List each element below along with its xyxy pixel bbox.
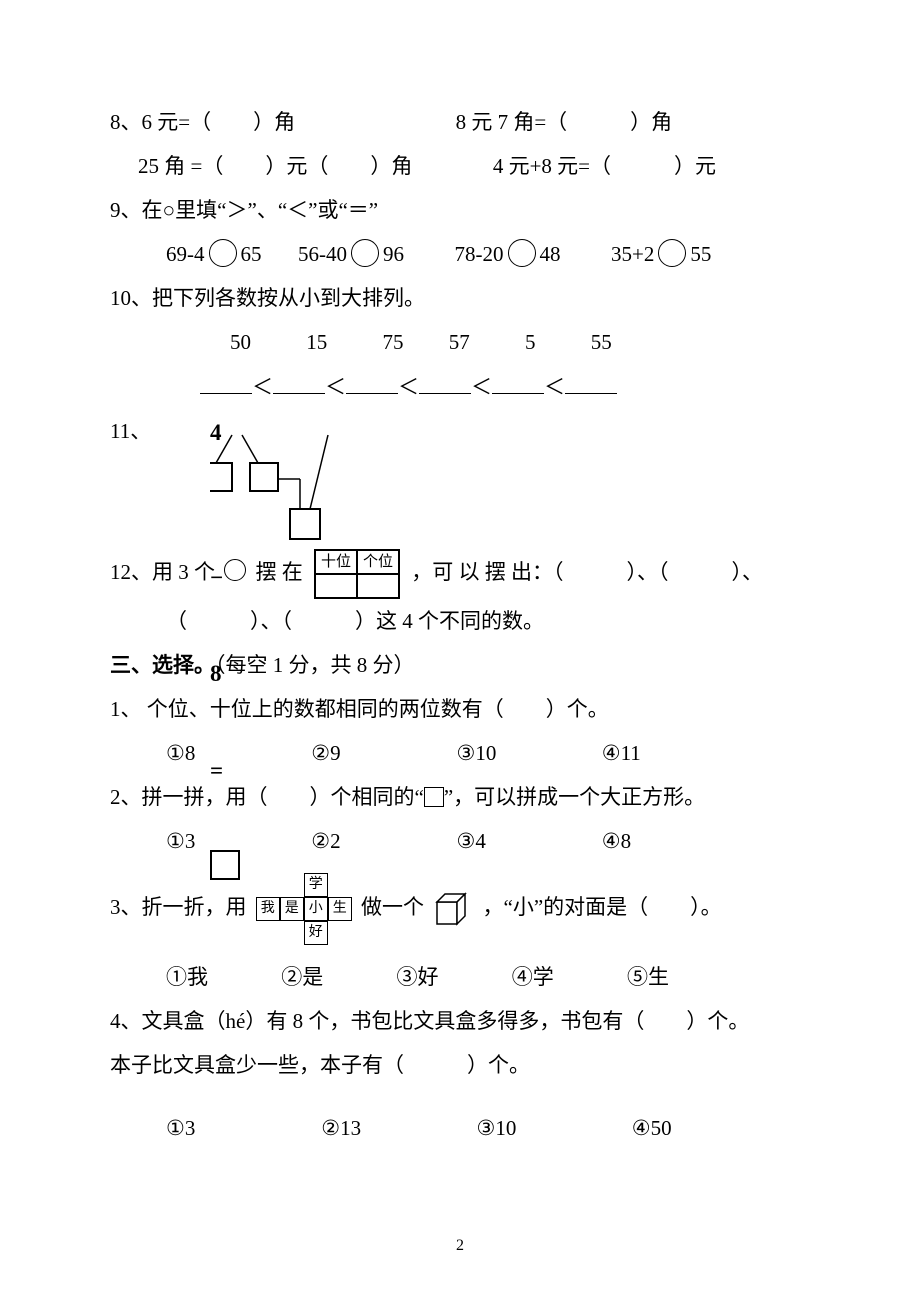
p4-o1: ①3 — [166, 1106, 316, 1150]
p1-o4: ④11 — [602, 731, 641, 775]
q9-i5: 48 — [540, 242, 561, 266]
p2-text: 拼一拼，用（ ）个相同的“ — [142, 785, 424, 809]
q8-label: 8、 — [110, 110, 142, 134]
q9-i7: 55 — [690, 242, 711, 266]
q10-n3: 57 — [449, 330, 470, 354]
split-diagram-icon — [210, 409, 410, 549]
blank-line — [346, 372, 398, 394]
net-l2: 是 — [280, 897, 304, 921]
q12-pre: 用 3 个 — [152, 559, 215, 583]
p3-o4: ④学 — [512, 955, 622, 999]
q8-d: 4 元+8 元=（ ）元 — [493, 154, 716, 178]
q8-a: 6 元=（ ）角 — [142, 110, 296, 134]
tab-tens: 十位 — [315, 550, 357, 574]
p4-o3: ③10 — [477, 1106, 627, 1150]
p3-mid: 做一个 — [361, 895, 424, 919]
q9-row: 9、在○里填“＞”、“＜”或“＝” — [110, 188, 810, 232]
p4-row2: 本子比文具盒少一些，本子有（ ）个。 — [110, 1043, 810, 1087]
p3-label: 3、 — [110, 895, 142, 919]
q10-n1: 15 — [306, 330, 327, 354]
p1-label: 1、 — [110, 697, 142, 721]
p3-post: ，“小”的对面是（ ）。 — [483, 895, 722, 919]
p2-o2: ②2 — [311, 819, 451, 863]
q9-i2: 56-40 — [298, 242, 347, 266]
p3-o2: ②是 — [281, 955, 391, 999]
page-number: 2 — [0, 1229, 920, 1263]
q10-text: 把下列各数按从小到大排列。 — [152, 286, 425, 310]
q9-i4: 78-20 — [455, 242, 504, 266]
net-l: 我 — [256, 897, 280, 921]
blank-line — [419, 372, 471, 394]
net-c: 小 — [304, 897, 328, 921]
p4-opts: ①3 ②13 ③10 ④50 — [110, 1106, 810, 1150]
q11-label: 11、 — [110, 409, 160, 453]
q10-blanks: ＜＜＜＜＜ — [110, 365, 810, 409]
p4-row1: 4、文具盒（hé）有 8 个，书包比文具盒多得多，书包有（ ）个。 — [110, 999, 810, 1043]
p2-o4: ④8 — [602, 819, 631, 863]
p3-pre: 折一折，用 — [142, 895, 247, 919]
blank-line — [200, 372, 252, 394]
p4-label: 4、 — [110, 1009, 142, 1033]
q10-nums: 50 15 75 57 5 55 — [110, 320, 810, 364]
p2-text2: ”，可以拼成一个大正方形。 — [444, 785, 705, 809]
s3-title: 三、选择。 — [110, 653, 215, 677]
q10-n2: 75 — [383, 330, 404, 354]
p4-line1: 文具盒（hé）有 8 个，书包比文具盒多得多，书包有（ ）个。 — [142, 1009, 750, 1033]
q11-eq: = — [210, 758, 227, 783]
q8-row1: 8、6 元=（ ）角 8 元 7 角=（ ）角 — [110, 100, 810, 144]
q12-post1: ，可 以 摆 出：（ ）、（ ）、 — [411, 559, 763, 583]
s3-note: （每空 1 分，共 8 分） — [215, 653, 415, 677]
blank-line — [565, 372, 617, 394]
circle-icon — [658, 239, 686, 267]
q9-text: 在○里填“＞”、“＜”或“＝” — [142, 198, 379, 222]
p4-o2: ②13 — [321, 1106, 471, 1150]
q9-i3: 96 — [383, 242, 404, 266]
q11-row: 11、 4 3 − 8 = — [110, 409, 810, 549]
tab-ones: 个位 — [357, 550, 399, 574]
p3-o5: ⑤生 — [627, 955, 669, 999]
q12-mid: 摆 在 — [256, 559, 303, 583]
net-top: 学 — [304, 873, 328, 897]
q11-r: 8 — [210, 661, 226, 686]
p4-line2: 本子比文具盒少一些，本子有（ ）个。 — [110, 1053, 530, 1077]
q10-n5: 55 — [591, 330, 612, 354]
answer-box-icon — [210, 850, 240, 880]
q8-b: 8 元 7 角=（ ）角 — [456, 110, 673, 134]
q9-items: 69-4 65 56-40 96 78-20 48 35+2 55 — [110, 232, 810, 276]
q10-label: 10、 — [110, 286, 152, 310]
p4-o4: ④50 — [632, 1106, 672, 1150]
p2-o3: ③4 — [457, 819, 597, 863]
page: 8、6 元=（ ）角 8 元 7 角=（ ）角 25 角 =（ ）元（ ）角 4… — [0, 0, 920, 1303]
q9-i6: 35+2 — [611, 242, 654, 266]
cube-icon — [433, 890, 473, 928]
q10-row: 10、把下列各数按从小到大排列。 — [110, 276, 810, 320]
q9-i1: 65 — [241, 242, 262, 266]
circle-icon — [351, 239, 379, 267]
q8-c: 25 角 =（ ）元（ ）角 — [138, 154, 412, 178]
place-value-table: 十位个位 — [314, 549, 400, 599]
circle-icon — [209, 239, 237, 267]
q9-label: 9、 — [110, 198, 142, 222]
q8-row2: 25 角 =（ ）元（ ）角 4 元+8 元=（ ）元 — [110, 144, 810, 188]
net-b: 好 — [304, 921, 328, 945]
blank-line — [492, 372, 544, 394]
p2-label: 2、 — [110, 785, 142, 809]
circle-icon — [508, 239, 536, 267]
blank-line — [273, 372, 325, 394]
q10-n4: 5 — [525, 330, 536, 354]
square-icon — [424, 787, 444, 807]
p1-o3: ③10 — [457, 731, 597, 775]
p3-o3: ③好 — [397, 955, 507, 999]
p3-o1: ①我 — [166, 955, 276, 999]
q11-m: − — [210, 565, 227, 590]
q12-label: 12、 — [110, 559, 152, 583]
p3-opts: ①我 ②是 ③好 ④学 ⑤生 — [110, 955, 810, 999]
net-r: 生 — [328, 897, 352, 921]
q10-n0: 50 — [230, 330, 251, 354]
p1-o2: ②9 — [311, 731, 451, 775]
q9-i0: 69-4 — [166, 242, 205, 266]
cube-net: 学 我 是 小 生 好 — [256, 873, 352, 945]
